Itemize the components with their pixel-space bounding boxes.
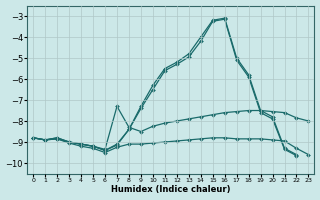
X-axis label: Humidex (Indice chaleur): Humidex (Indice chaleur) [111, 185, 231, 194]
